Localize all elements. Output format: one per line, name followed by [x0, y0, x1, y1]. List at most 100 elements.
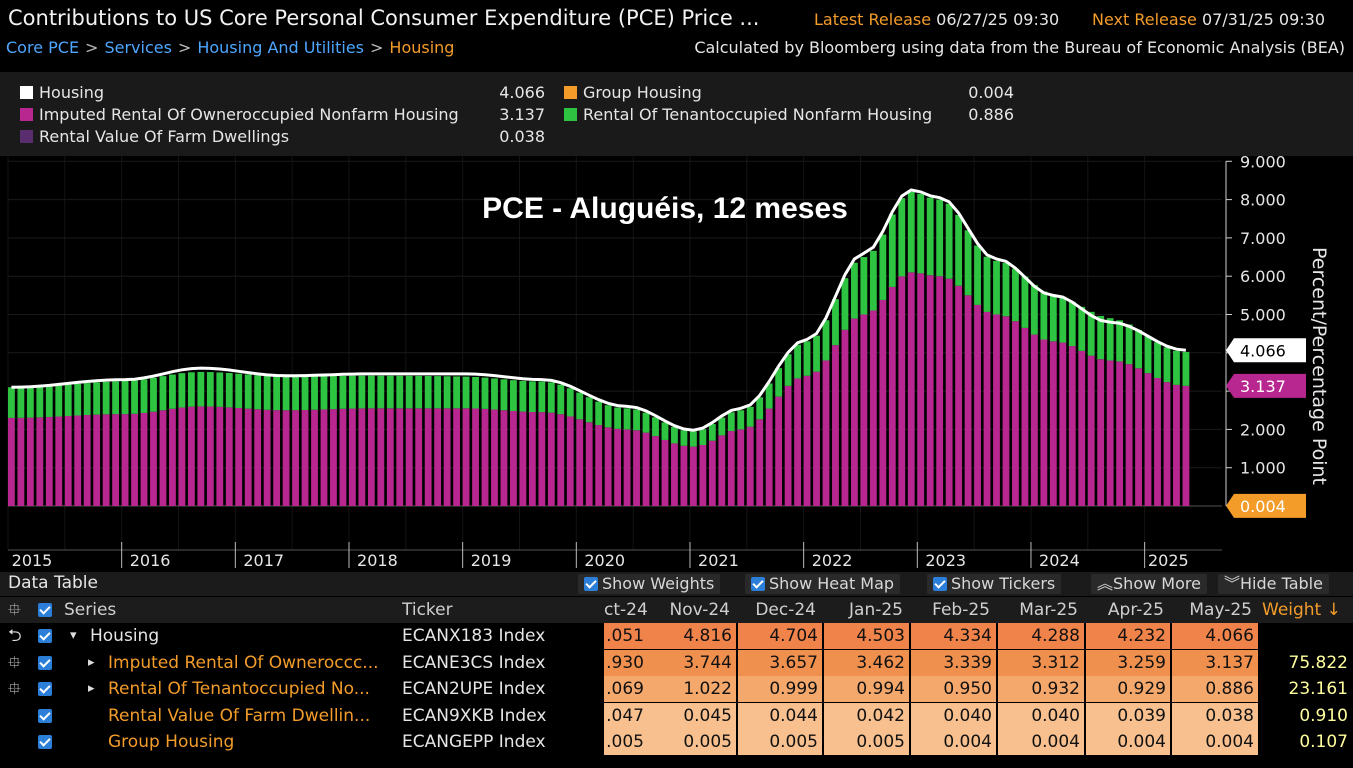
- column-header-series[interactable]: Series: [64, 600, 117, 620]
- legend-label: Imputed Rental Of Owneroccupied Nonfarm …: [39, 105, 459, 124]
- column-header-month[interactable]: May-25: [1189, 600, 1252, 620]
- crosshair-icon[interactable]: ⯐: [8, 652, 21, 673]
- show-more-button[interactable]: ︽Show More: [1091, 574, 1207, 594]
- select-all-checkbox[interactable]: [38, 597, 56, 623]
- table-row[interactable]: ⯐ ▸ Imputed Rental Of Owneroccc... ECANE3CS…: [0, 649, 1353, 676]
- series-name[interactable]: Group Housing: [108, 732, 235, 752]
- table-row[interactable]: Group Housing ECANGEPP Index .005 0.005 0.00…: [0, 729, 1353, 755]
- bar-tenantoccupied: [405, 375, 413, 409]
- bar-tenantoccupied: [1144, 336, 1152, 374]
- undo-icon[interactable]: ⮌: [8, 626, 22, 646]
- bar-tenantoccupied: [1116, 320, 1124, 362]
- checkbox-checked-icon: [584, 577, 598, 591]
- row-checkbox[interactable]: [38, 729, 56, 755]
- bar-tenantoccupied: [566, 388, 574, 417]
- table-cell-value: 1.022: [648, 676, 736, 702]
- bar-owneroccupied: [576, 419, 584, 506]
- y-tick-label: 2.000: [1240, 420, 1286, 439]
- checkbox-checked-icon: [38, 603, 52, 617]
- column-header-ticker[interactable]: Ticker: [402, 600, 453, 620]
- series-name[interactable]: Housing: [90, 626, 160, 646]
- x-tick-label: 2021: [698, 551, 739, 570]
- table-row[interactable]: Rental Value Of Farm Dwellin... ECAN9XKB …: [0, 702, 1353, 729]
- legend-item-housing[interactable]: Housing: [20, 83, 104, 102]
- table-header-row: ⯐ Series Ticker ct-24 Nov-24 Dec-24 Jan-25 Feb-…: [0, 597, 1353, 623]
- bar-owneroccupied: [121, 414, 129, 506]
- bar-owneroccupied: [898, 276, 906, 506]
- row-checkbox[interactable]: [38, 650, 56, 676]
- bar-owneroccupied: [926, 275, 934, 506]
- table-row[interactable]: ⯐ ▸ Rental Of Tenantoccupied No... ECAN2UPE…: [0, 676, 1353, 702]
- bar-tenantoccupied: [1173, 350, 1180, 385]
- column-header-month[interactable]: Nov-24: [669, 600, 731, 620]
- settings-icon[interactable]: ⯐: [8, 600, 21, 620]
- bar-owneroccupied: [727, 431, 735, 506]
- bar-owneroccupied: [206, 406, 214, 506]
- table-cell-value: .051: [604, 623, 648, 649]
- row-checkbox[interactable]: [38, 703, 56, 729]
- series-name[interactable]: Imputed Rental Of Owneroccc...: [108, 652, 379, 673]
- table-cell-value: 4.816: [648, 623, 736, 649]
- bar-tenantoccupied: [491, 378, 498, 410]
- bar-owneroccupied: [936, 276, 944, 506]
- column-header-month[interactable]: Feb-25: [932, 600, 990, 620]
- table-cell-value: 0.038: [1172, 702, 1258, 729]
- row-checkbox[interactable]: [38, 623, 56, 649]
- bar-owneroccupied: [301, 410, 309, 506]
- legend-label: Rental Of Tenantoccupied Nonfarm Housing: [583, 105, 933, 124]
- series-name[interactable]: Rental Of Tenantoccupied No...: [108, 679, 370, 699]
- table-row[interactable]: ⮌ ▾ Housing ECANX183 Index .051 4.816 4.704 4.5…: [0, 623, 1353, 649]
- bar-owneroccupied: [26, 417, 34, 506]
- legend-item-group-housing[interactable]: Group Housing: [564, 83, 702, 102]
- breadcrumb-housing-utilities[interactable]: Housing And Utilities: [197, 38, 364, 57]
- table-cell-value: 0.004: [998, 729, 1084, 755]
- hide-table-button[interactable]: ︾Hide Table: [1218, 574, 1329, 594]
- checkbox-checked-icon: [38, 682, 52, 696]
- bar-owneroccupied: [481, 408, 489, 506]
- bar-tenantoccupied: [367, 375, 375, 409]
- bar-tenantoccupied: [301, 376, 309, 411]
- row-checkbox[interactable]: [38, 676, 56, 702]
- bar-tenantoccupied: [888, 214, 896, 287]
- legend-item-imputed-rental[interactable]: Imputed Rental Of Owneroccupied Nonfarm …: [20, 105, 459, 124]
- bar-tenantoccupied: [869, 250, 877, 311]
- bar-owneroccupied: [339, 408, 347, 506]
- collapse-arrow-icon[interactable]: ▾: [70, 628, 77, 643]
- show-heatmap-toggle[interactable]: Show Heat Map: [745, 574, 901, 594]
- bar-owneroccupied: [491, 409, 498, 506]
- breadcrumb-core-pce[interactable]: Core PCE: [6, 38, 80, 57]
- column-header-month[interactable]: Mar-25: [1019, 600, 1078, 620]
- bar-tenantoccupied: [121, 380, 129, 415]
- bar-tenantoccupied: [178, 373, 186, 408]
- table-cell-value: 0.040: [911, 702, 996, 729]
- column-header-month[interactable]: Apr-25: [1107, 600, 1164, 620]
- breadcrumb: Core PCE > Services > Housing And Utilities >…: [6, 38, 454, 57]
- column-header-month[interactable]: Jan-25: [849, 600, 903, 620]
- column-header-month[interactable]: Dec-24: [755, 600, 816, 620]
- crosshair-icon[interactable]: ⯐: [8, 679, 21, 699]
- breadcrumb-services[interactable]: Services: [104, 38, 172, 57]
- bar-owneroccupied: [1135, 368, 1142, 506]
- bar-tenantoccupied: [851, 262, 858, 319]
- bar-owneroccupied: [983, 311, 991, 506]
- expand-arrow-icon[interactable]: ▸: [88, 654, 95, 670]
- legend-item-tenant-rental[interactable]: Rental Of Tenantoccupied Nonfarm Housing: [564, 105, 932, 124]
- bar-tenantoccupied: [74, 383, 82, 416]
- series-name[interactable]: Rental Value Of Farm Dwellin...: [108, 705, 371, 726]
- bar-owneroccupied: [74, 415, 82, 506]
- bar-tenantoccupied: [813, 335, 820, 372]
- column-header-weight[interactable]: Weight ↓: [1262, 600, 1341, 620]
- show-weights-toggle[interactable]: Show Weights: [578, 574, 721, 594]
- bar-owneroccupied: [907, 272, 915, 506]
- bar-tenantoccupied: [860, 257, 868, 315]
- y-tick-label: 9.000: [1240, 156, 1286, 171]
- expand-arrow-icon[interactable]: ▸: [88, 681, 95, 696]
- legend-item-farm-dwellings[interactable]: Rental Value Of Farm Dwellings: [20, 127, 289, 146]
- bar-owneroccupied: [55, 416, 63, 506]
- column-header-month[interactable]: ct-24: [604, 600, 648, 620]
- bar-tenantoccupied: [472, 376, 479, 409]
- show-tickers-toggle[interactable]: Show Tickers: [927, 574, 1062, 594]
- header: Contributions to US Core Personal Consum…: [0, 0, 1353, 64]
- bar-owneroccupied: [472, 408, 479, 506]
- bar-owneroccupied: [434, 408, 442, 506]
